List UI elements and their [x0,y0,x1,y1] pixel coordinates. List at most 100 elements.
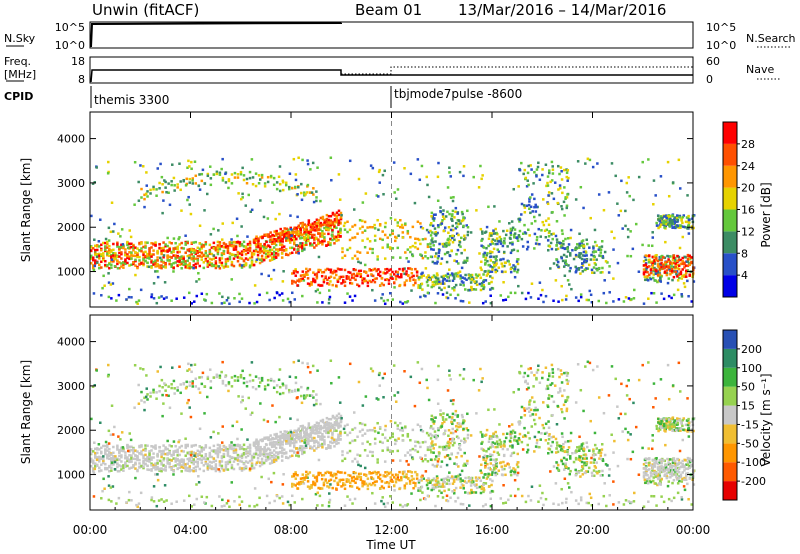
power-cell [152,188,155,191]
power-cell [96,248,99,252]
power-cell [117,232,120,235]
power-cell [262,251,266,255]
power-cell [494,268,497,272]
power-cell [626,228,630,231]
power-cell [411,244,415,248]
power-cell [375,277,378,280]
power-cell [566,279,570,282]
power-cell [535,235,539,239]
power-cell [645,276,649,279]
power-cell [337,173,341,176]
power-cell [485,225,489,229]
velocity-cell [118,450,121,453]
velocity-cell [128,432,132,435]
power-cell [168,241,171,244]
power-cell [258,293,261,297]
velocity-cell [284,451,288,455]
power-cell [111,282,115,285]
power-cell [124,253,127,257]
power-cell [110,257,113,260]
power-cell [404,251,407,254]
power-cell [272,246,276,249]
power-cell [166,259,169,262]
velocity-cell [220,460,224,463]
velocity-cell [174,444,177,448]
power-cell [321,239,324,243]
power-cell [496,242,499,246]
power-cell [459,283,462,286]
velocity-cell [110,456,113,460]
power-cell [366,284,370,288]
power-cell [399,300,402,304]
power-cell [359,269,363,273]
power-cell [433,283,436,287]
power-cell [394,235,397,239]
power-cell [299,245,302,249]
power-cell [504,298,508,302]
power-cell [200,255,204,259]
power-cell [140,187,143,191]
power-cell [273,296,276,300]
power-cell [323,237,326,241]
power-cell [291,246,294,250]
power-cell [309,242,312,245]
power-cell [136,266,139,270]
velocity-cell [188,465,191,468]
power-cell [317,270,320,274]
power-cell [152,263,155,266]
power-cell [297,233,300,236]
power-cell [126,253,129,256]
power-cell [656,273,660,277]
power-cell [538,213,541,217]
power-cell [279,231,282,235]
power-cell [453,273,456,276]
power-cell [368,269,371,272]
power-cell [327,283,331,286]
power-cell [98,257,101,260]
power-cell [323,221,327,224]
velocity-cell [258,452,262,455]
power-cell [428,278,432,281]
power-cell [101,286,104,290]
velocity-cell [200,450,204,453]
power-cell [516,268,520,272]
velocity-cell [138,466,141,469]
power-cell [371,251,374,255]
power-cell [187,159,190,163]
velocity-cell [220,448,224,451]
power-cell [357,260,360,264]
power-cell [607,191,611,194]
power-cell [104,245,107,248]
power-cell [284,230,288,233]
power-cell [670,269,674,273]
power-cell [448,166,451,169]
velocity-cell [188,458,191,461]
power-cell [325,224,329,227]
power-cell [186,241,189,245]
power-cell [465,224,468,227]
power-cell [120,228,124,231]
velocity-cell [275,390,279,394]
power-cell [301,225,305,229]
power-cell [677,258,681,261]
power-cell [220,167,223,171]
power-cell [409,246,412,249]
velocity-cell [570,490,573,494]
power-cell [686,260,690,263]
power-cell [470,278,474,281]
velocity-cell [244,452,248,455]
velocity-cell [307,442,310,446]
power-cell [352,276,356,280]
power-cell [348,159,352,163]
power-cell [565,171,569,174]
power-cell [226,259,230,263]
velocity-cell [156,465,159,469]
colorbar-band [723,187,737,210]
power-cell [264,249,268,253]
power-cell [311,236,314,239]
power-cell [545,184,548,188]
power-cell [122,246,125,250]
power-cell [192,241,196,244]
power-cell [529,205,533,209]
power-cell [685,260,688,263]
